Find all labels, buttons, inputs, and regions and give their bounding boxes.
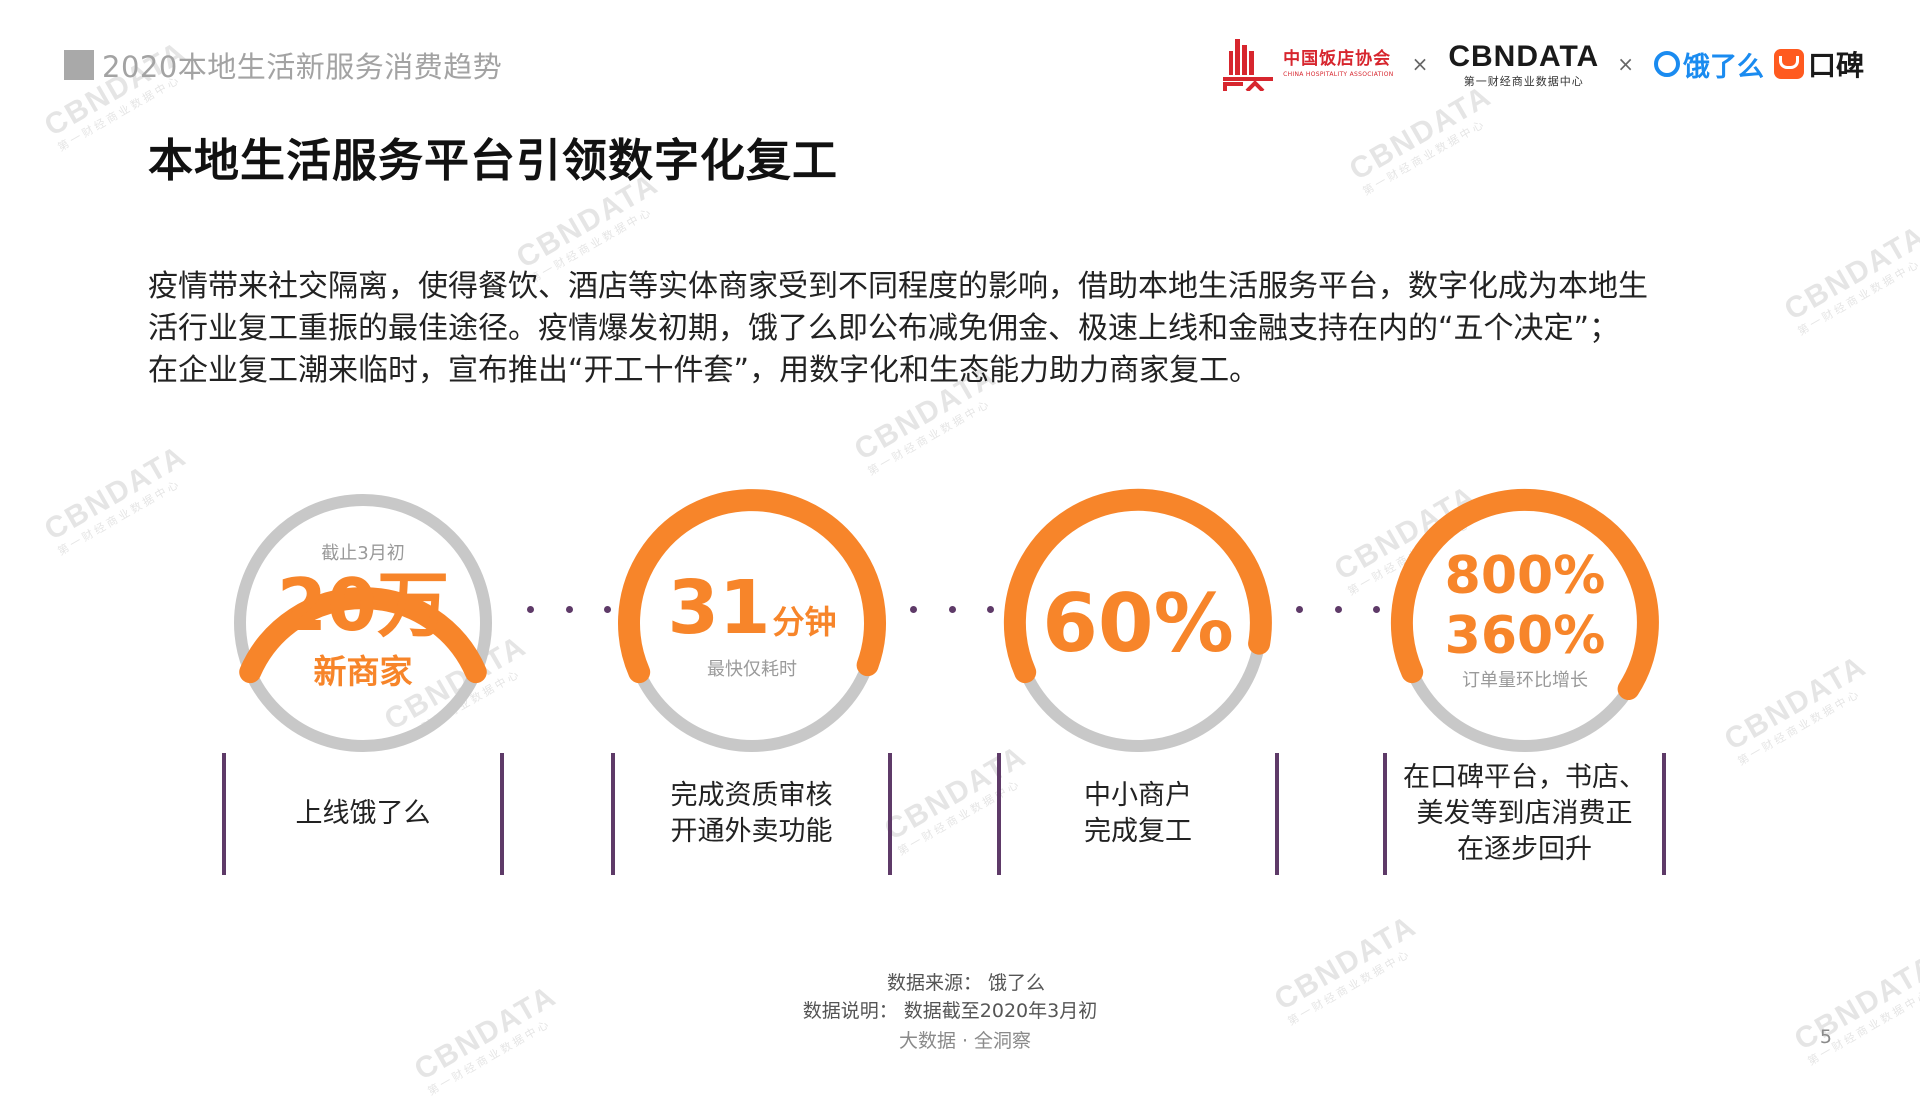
metric-ring-1: 截止3月初 20万 新商家: [228, 488, 498, 758]
eleme-wordmark: 饿了么: [1682, 51, 1764, 83]
connector-dots: [1296, 606, 1380, 613]
bracket-line: [1662, 753, 1666, 875]
bracket-line: [1383, 753, 1387, 875]
tagline: 大数据 · 全洞察: [898, 1030, 1032, 1052]
ring-progress: [1003, 488, 1272, 684]
metric-label: 新商家: [313, 652, 413, 691]
connector-dots: [527, 606, 611, 613]
page-number: 5: [1819, 1026, 1832, 1048]
metric-period: 截止3月初: [321, 543, 405, 564]
metric-description: 上线饿了么: [226, 753, 500, 875]
cbndata-logo: CBNDATA 第一财经商业数据中心: [1448, 39, 1600, 88]
page-title: 本地生活服务平台引领数字化复工: [148, 134, 839, 187]
report-header: 2020本地生活新服务消费趋势: [64, 44, 502, 86]
metric-value: 360%: [1444, 606, 1606, 666]
cha-name: 中国饭店协会: [1283, 48, 1392, 69]
watermark: CBNDATA 第一财经商业数据中心: [1779, 219, 1920, 339]
metric-unit: 分钟: [772, 603, 837, 641]
metric-ring-4: 800% 360% 订单量环比增长: [1390, 488, 1660, 758]
description-line: 在口碑平台，书店、: [1403, 762, 1646, 793]
cbndata-wordmark: CBNDATA: [1448, 39, 1600, 73]
header-square-icon: [64, 50, 94, 80]
koubei-wordmark: 口碑: [1807, 49, 1864, 82]
bracket-line: [997, 753, 1001, 875]
description-line: 中小商户: [1084, 780, 1192, 811]
intro-paragraph: 疫情带来社交隔离，使得餐饮、酒店等实体商家受到不同程度的影响，借助本地生活服务平…: [148, 266, 1798, 392]
metric-description: 中小商户 完成复工: [1001, 753, 1275, 875]
bracket-line: [611, 753, 615, 875]
description-line: 上线饿了么: [295, 798, 431, 829]
description-line: 开通外卖功能: [670, 816, 833, 847]
ring-progress: [618, 489, 886, 684]
metric-description: 在口碑平台，书店、 美发等到店消费正 在逐步回升: [1387, 753, 1662, 875]
metric-sub: 订单量环比增长: [1462, 670, 1588, 691]
ring-track: [234, 494, 492, 752]
eleme-e-icon: [1653, 51, 1680, 77]
intro-line: 活行业复工重振的最佳途径。疫情爆发初期，饿了么即公布减免佣金、极速上线和金融支持…: [148, 311, 1620, 346]
description-line: 完成资质审核: [670, 780, 833, 811]
metric-sub: 最快仅耗时: [707, 659, 797, 680]
koubei-logo: 口碑: [1773, 44, 1864, 84]
times-icon: ×: [1617, 52, 1634, 76]
watermark: CBNDATA 第一财经商业数据中心: [1344, 79, 1498, 199]
metric-value: 31: [667, 565, 771, 651]
koubei-smile-icon: [1773, 49, 1804, 79]
partner-logos: 中国饭店协会 CHINA HOSPITALITY ASSOCIATION × C…: [1221, 34, 1864, 94]
intro-line: 在企业复工潮来临时，宣布推出“开工十件套”，用数字化和生态能力助力商家复工。: [148, 353, 1260, 388]
metric-ring-3: 60%: [1003, 488, 1273, 758]
report-title: 2020本地生活新服务消费趋势: [102, 50, 503, 84]
bracket-line: [500, 753, 504, 875]
metric-description: 完成资质审核 开通外卖功能: [615, 753, 888, 875]
data-note: 数据说明： 数据截至2020年3月初: [802, 1000, 1098, 1022]
bracket-line: [1275, 753, 1279, 875]
ring-progress: [1390, 488, 1659, 700]
bracket-line: [888, 753, 892, 875]
metric-value: 20万: [276, 563, 450, 647]
metric-value: 60%: [1042, 576, 1234, 670]
cha-name-en: CHINA HOSPITALITY ASSOCIATION: [1283, 70, 1394, 78]
description-line: 在逐步回升: [1457, 834, 1592, 865]
description-line: 美发等到店消费正: [1416, 798, 1633, 829]
data-source: 数据来源： 饿了么: [886, 972, 1046, 994]
description-line: 完成复工: [1084, 816, 1192, 847]
connector-dots: [910, 606, 994, 613]
watermark: CBNDATA 第一财经商业数据中心: [1719, 649, 1873, 769]
cha-logo: 中国饭店协会 CHINA HOSPITALITY ASSOCIATION: [1221, 37, 1394, 93]
ring-progress: [239, 587, 487, 684]
cbndata-subtitle: 第一财经商业数据中心: [1463, 74, 1584, 88]
building-logo-icon: [1221, 37, 1277, 93]
metric-value: 800%: [1444, 546, 1606, 606]
watermark: CBNDATA 第一财经商业数据中心: [39, 439, 193, 559]
bracket-line: [222, 753, 226, 875]
metric-ring-2: 31 分钟 最快仅耗时: [617, 488, 887, 758]
intro-line: 疫情带来社交隔离，使得餐饮、酒店等实体商家受到不同程度的影响，借助本地生活服务平…: [148, 269, 1648, 304]
times-icon: ×: [1411, 52, 1429, 76]
eleme-logo: 饿了么: [1653, 45, 1764, 84]
